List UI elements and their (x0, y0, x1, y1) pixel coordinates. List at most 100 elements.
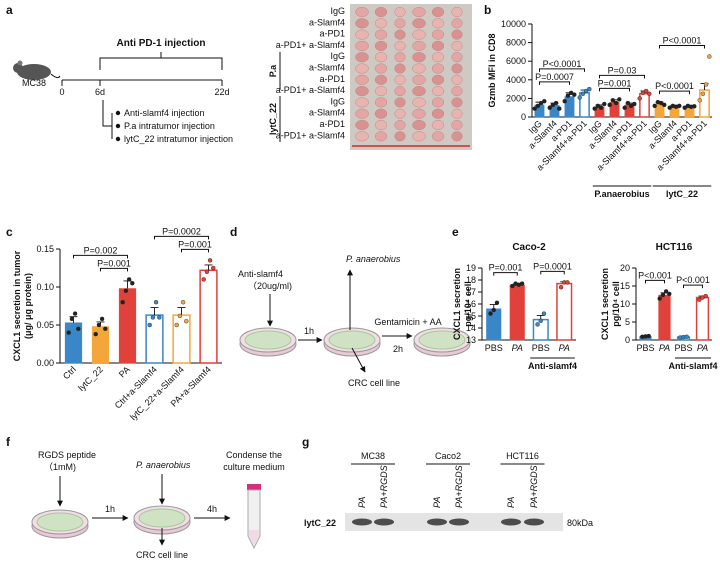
significance-label: P=0.0001 (533, 261, 572, 271)
significance-label: P=0.0002 (162, 226, 201, 236)
data-point (153, 300, 159, 305)
row-label: a-Slamf4 (309, 17, 345, 27)
tumor (431, 6, 445, 18)
significance-label: P=0.001 (489, 263, 523, 273)
data-point (494, 300, 500, 305)
blot-header: MC38 (361, 451, 385, 461)
data-point (637, 96, 642, 101)
data-point (602, 101, 607, 107)
y-tick-label: 10000 (501, 19, 526, 29)
data-point (658, 100, 664, 106)
tumor (451, 40, 463, 51)
row-label: a-PD1+ a-Slamf4 (276, 40, 345, 50)
y-tick-label: 10 (620, 299, 630, 309)
x-tick-label: Ctrl (61, 364, 78, 381)
data-point (535, 322, 540, 327)
significance-bracket (599, 87, 630, 92)
blot-band (427, 518, 447, 526)
bar (145, 314, 164, 364)
blot-band (374, 518, 394, 526)
data-point (667, 105, 672, 110)
panel-label: c (6, 225, 13, 239)
product-label: Condense the (226, 450, 282, 460)
tumor (451, 97, 463, 108)
data-point (660, 292, 666, 298)
error-bar (204, 264, 213, 271)
legend-connector (102, 100, 113, 139)
significance-label: P<0.0001 (543, 59, 582, 69)
data-point (201, 277, 206, 282)
tumor (412, 86, 426, 97)
error-bar (177, 307, 186, 316)
significance-bracket (181, 248, 209, 253)
data-point (595, 103, 601, 109)
tumor (374, 63, 388, 74)
data-point (622, 105, 627, 110)
y-tick-label: 16 (466, 299, 476, 309)
tumor (412, 18, 426, 29)
data-point (598, 105, 604, 110)
data-point (592, 106, 597, 111)
significance-label: P=0.002 (84, 245, 118, 255)
x-tick-label: PBS (485, 343, 503, 353)
row-label: a-Slamf4 (309, 63, 345, 73)
data-point (697, 98, 702, 103)
data-point (207, 258, 213, 263)
time-label: 1h (105, 504, 115, 514)
y-tick-label: 0.15 (36, 244, 54, 254)
group-label: Anti-slamf4 (668, 361, 717, 371)
data-point (703, 293, 708, 299)
tumor (451, 18, 463, 29)
y-axis-label: CXCL1 secretion (452, 268, 462, 340)
tumor (374, 29, 388, 40)
significance-bracket (539, 81, 570, 85)
tumor (394, 29, 406, 40)
significance-bracket (659, 45, 705, 49)
tumor (451, 74, 463, 85)
y-tick-label: 0 (625, 335, 630, 345)
bacterium-label: P. anaerobius (346, 254, 401, 264)
tumor (374, 86, 388, 97)
significance-label: P=0.03 (608, 65, 637, 75)
y-tick-label: 18 (466, 275, 476, 285)
data-point (532, 106, 537, 111)
data-point (583, 88, 589, 94)
tumor (412, 52, 426, 63)
significance-label: P=0.001 (598, 78, 632, 88)
row-label: IgG (330, 6, 345, 16)
tumor (431, 18, 445, 29)
tumor (451, 108, 463, 119)
x-tick-label: PA (659, 343, 670, 353)
data-point (538, 318, 543, 323)
significance-label: P<0.001 (638, 270, 672, 280)
treatment-label: Gentamicin + AA (374, 317, 441, 327)
legend-text: Anti-slamf4 injection (124, 108, 205, 118)
data-point (93, 331, 98, 337)
tumor (431, 86, 445, 97)
panel-label: b (484, 3, 491, 17)
data-point (99, 316, 105, 322)
tumor (394, 40, 406, 51)
x-tick-label: lytC_22 (76, 364, 105, 393)
tumor (355, 86, 369, 97)
x-tick-label: PBS (532, 343, 550, 353)
legend-bullet (115, 123, 121, 129)
data-point (565, 280, 570, 285)
panel-label: g (302, 435, 309, 449)
y-axis-label: Gzmb MFI in CD8 (487, 34, 497, 108)
x-tick-label: PA (512, 343, 523, 353)
data-point (703, 82, 709, 87)
data-point (76, 326, 81, 331)
legend-text: lytC_22 intratumor injection (124, 134, 233, 144)
product-label: culture medium (223, 462, 285, 472)
data-point (204, 269, 210, 274)
data-point (646, 333, 651, 339)
row-label: IgG (330, 96, 345, 106)
tumor (412, 97, 426, 108)
tumor (412, 131, 426, 142)
tumor (412, 6, 426, 18)
significance-bracket (659, 90, 690, 95)
data-point (662, 102, 667, 108)
y-tick-label: 0.10 (36, 282, 54, 292)
